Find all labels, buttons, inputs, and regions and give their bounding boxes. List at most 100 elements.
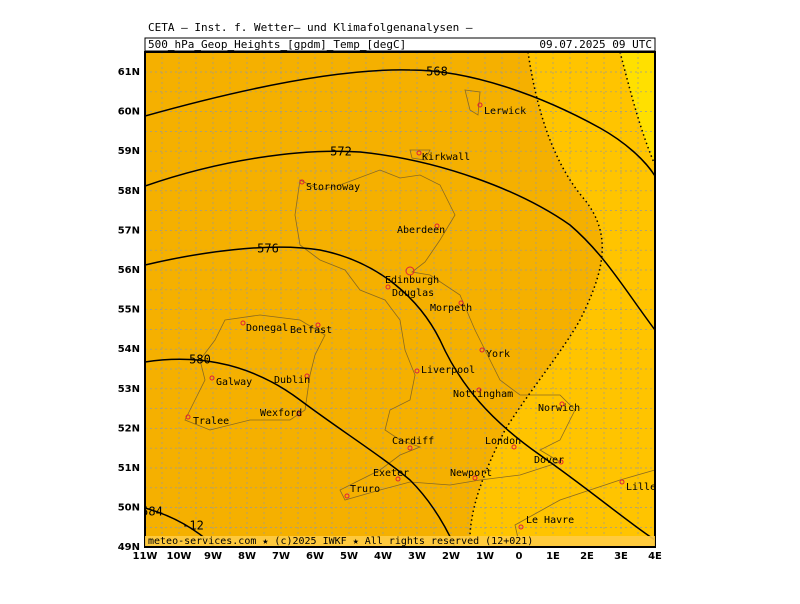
contour-label: 584 [141,505,163,519]
city-marker [479,347,485,353]
city-label: York [486,349,510,360]
city-label: Dublin [274,375,310,386]
lon-label: 9W [204,551,222,562]
cities: Lerwick Kirkwall Stornoway Aberdeen Edinburg… [185,102,656,530]
city-label: Dover [534,455,564,466]
city-marker [472,475,478,481]
lat-label: 50N [118,503,140,514]
city-label: Aberdeen [397,225,445,236]
temp-fill-warmer [620,52,655,165]
map-area: Lerwick Kirkwall Stornoway Aberdeen Edinburg… [141,52,656,547]
lat-label: 60N [118,107,140,118]
valid-time: 09.07.2025 09 UTC [539,38,652,51]
city-marker [185,414,191,420]
city-label: Norwich [538,403,580,414]
lon-label: 4W [374,551,392,562]
contour-label: 576 [257,242,279,256]
city-marker [304,373,310,379]
city-marker [476,387,482,393]
city-label: Kirkwall [422,152,470,163]
city-label: Douglas [392,288,434,299]
city-marker [434,223,440,229]
temp-isotherms [469,52,655,547]
city-label: Morpeth [430,303,472,314]
city-marker [385,284,391,290]
lat-label: 61N [118,67,140,78]
contour-label: 568 [426,65,448,79]
lon-label: 1W [476,551,494,562]
lon-label: 11W [133,551,158,562]
lon-label: 1E [546,551,560,562]
lon-label: 5W [340,551,358,562]
lon-label: 3W [408,551,426,562]
city-label: Lerwick [484,106,526,117]
contour-label: 572 [330,145,352,159]
city-label: Cardiff [392,436,434,447]
lat-label: 58N [118,186,140,197]
city-label: London [485,436,521,447]
city-marker [405,266,415,276]
city-marker [518,524,524,530]
city-label: Exeter [373,468,409,479]
lat-label: 49N [118,542,140,553]
city-label: Truro [350,484,380,495]
lat-label: 55N [118,305,140,316]
city-marker [407,445,413,451]
city-label: Donegal [246,323,288,334]
city-marker [458,300,464,306]
city-marker [414,368,420,374]
lat-label: 57N [118,225,140,236]
city-marker [559,401,565,407]
city-label: Wexford [260,408,302,419]
city-marker [477,102,483,108]
city-marker [299,179,305,185]
coastlines [184,89,655,547]
city-marker [296,411,302,417]
city-label: Stornoway [306,182,360,193]
city-label: Le Havre [526,515,574,526]
city-marker [209,375,215,381]
city-marker [416,150,422,156]
map-frame [144,51,656,548]
city-marker [240,320,246,326]
lon-label: 7W [272,551,290,562]
temp-fill-warm [469,52,655,547]
city-marker [558,459,564,465]
city-label: Lille [626,482,656,493]
lon-label: 3E [614,551,628,562]
city-marker [395,476,401,482]
lon-label: 6W [306,551,324,562]
city-label: Tralee [193,416,229,427]
lon-label: 8W [238,551,256,562]
city-label: Newport [450,468,492,479]
lon-label: 10W [167,551,192,562]
lat-label: 59N [118,146,140,157]
contour-label: 580 [189,353,211,367]
city-marker [344,493,350,499]
city-label: Edinburgh [385,275,439,286]
lon-label: 0 [516,551,523,562]
institute-title: CETA — Inst. f. Wetter— und Klimafolgena… [148,21,473,34]
city-label: Liverpool [421,365,475,376]
footer-band [145,536,655,546]
grid [145,52,655,547]
axis-labels: 11W 10W 9W 8W 7W 6W 5W 4W 3W 2W 1W 0 1E 2E 3E 4E61N60N5… [118,67,662,562]
field-title: 500_hPa_Geop_Heights_[gpdm]_Temp_[degC] [148,38,406,51]
copyright: meteo-services.com ★ (c)2025 IWKF ★ All … [148,536,533,547]
lat-label: 51N [118,463,140,474]
lat-label: 52N [118,423,140,434]
city-label: Galway [216,377,252,388]
contour-labels: 568 572 576 580 584 -12 [141,65,448,533]
lat-label: 53N [118,384,140,395]
contour-label: -12 [182,519,204,533]
lat-label: 56N [118,265,140,276]
lon-label: 2E [580,551,594,562]
city-marker [619,479,625,485]
city-marker [511,444,517,450]
city-marker [315,322,321,328]
lon-label: 4E [648,551,662,562]
city-label: Belfast [290,325,332,336]
lon-label: 2W [442,551,460,562]
city-label: Nottingham [453,389,513,400]
